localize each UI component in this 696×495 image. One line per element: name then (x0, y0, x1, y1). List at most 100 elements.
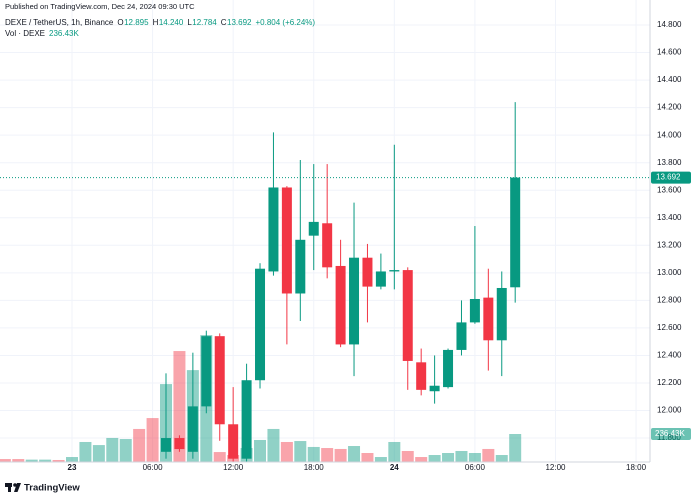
volume-bar (401, 450, 414, 462)
volume-bar (388, 441, 401, 462)
y-tick-label: 14.000 (657, 130, 682, 139)
candle-body (456, 322, 467, 350)
x-tick-label: 12:00 (545, 463, 566, 472)
x-tick-label: 23 (68, 463, 77, 472)
candle-body (429, 385, 440, 392)
candle-body (322, 223, 333, 268)
grid (0, 0, 650, 462)
x-tick-label: 18:00 (626, 463, 647, 472)
volume-tag (651, 428, 691, 441)
x-tick-label: 06:00 (465, 463, 486, 472)
header-high: 14.240 (159, 18, 184, 27)
volume-bar (415, 457, 428, 462)
x-tick-label: 06:00 (143, 463, 164, 472)
x-tick-label: 12:00 (223, 463, 244, 472)
candle-body (201, 336, 212, 407)
volume-bar (442, 453, 455, 462)
volume-bar (92, 445, 105, 462)
volume-bar (0, 459, 11, 462)
candle-body (281, 187, 292, 294)
candle-body (241, 380, 252, 459)
y-tick-label: 14.600 (657, 48, 682, 57)
y-tick-label: 13.600 (657, 185, 682, 194)
volume-bar (348, 446, 361, 462)
y-tick-label: 12.400 (657, 351, 682, 360)
candle-body (362, 257, 373, 287)
volume-bar (133, 428, 146, 462)
volume-bar (79, 441, 92, 462)
candle-body (308, 221, 319, 236)
x-tick-label: 18:00 (304, 463, 325, 472)
volume-bar (428, 455, 441, 462)
candle-layer (0, 102, 650, 462)
x-tick-label: 24 (390, 463, 399, 472)
volume-bar (66, 457, 78, 462)
header-open: 12.895 (124, 18, 149, 27)
volume-bar (468, 453, 481, 462)
volume-legend-name: Vol · DEXE (5, 29, 45, 38)
y-tick-label: 14.800 (657, 20, 682, 29)
published-note: Published on TradingView.com, Dec 24, 20… (5, 2, 195, 11)
volume-bar (52, 459, 65, 462)
y-tick-label: 13.400 (657, 213, 682, 222)
volume-legend-value: 236.43K (49, 29, 79, 38)
header-low: 12.784 (192, 18, 217, 27)
y-tick-label: 12.000 (657, 406, 682, 415)
volume-bar (254, 439, 267, 462)
y-tick-label: 14.200 (657, 103, 682, 112)
candle-body (161, 438, 172, 452)
volume-bar (321, 448, 334, 462)
y-tick-label: 14.400 (657, 75, 682, 84)
candle-body (469, 298, 480, 323)
volume-bar (509, 434, 522, 462)
candle-body (375, 271, 386, 287)
candle-body (228, 424, 239, 459)
y-tick-label: 13.800 (657, 158, 682, 167)
candle-body (255, 268, 266, 381)
volume-bar (374, 457, 387, 462)
axes: 11.80012.00012.20012.40012.60012.80013.0… (68, 20, 691, 472)
volume-bar (39, 459, 52, 462)
volume-bar (106, 437, 119, 462)
volume-bar (482, 448, 495, 462)
candle-body (389, 270, 400, 272)
volume-bar (267, 428, 280, 462)
price-tag (651, 171, 691, 184)
volume-bar (361, 453, 374, 462)
candle-body (349, 257, 360, 345)
volume-bar (280, 441, 293, 462)
y-tick-label: 13.200 (657, 240, 682, 249)
y-tick-label: 13.000 (657, 268, 682, 277)
header-change: +0.804 (+6.24%) (255, 18, 315, 27)
y-tick-label: 12.800 (657, 295, 682, 304)
candle-body (496, 287, 507, 341)
candle-body (335, 265, 346, 345)
brand: TradingView (24, 483, 80, 494)
candle-body (295, 239, 306, 294)
candle-body (416, 362, 427, 390)
volume-bar (119, 439, 132, 462)
candle-body (483, 297, 494, 341)
header-close: 13.692 (227, 18, 252, 27)
header-h-label: H (153, 18, 159, 27)
header-c-label: C (221, 18, 227, 27)
y-tick-label: 12.200 (657, 378, 682, 387)
volume-bar (455, 450, 468, 462)
volume-bar (12, 459, 25, 462)
y-tick-label: 12.600 (657, 323, 682, 332)
price-tag-label: 13.692 (656, 173, 681, 182)
volume-bar (294, 441, 307, 462)
volume-bar (307, 446, 320, 462)
candle-body (187, 406, 198, 452)
volume-tag-label: 236.43K (655, 429, 685, 438)
header: DEXE / TetherUS, 1h, Binance O 12.895 H 14.2… (5, 18, 315, 38)
candle-body (268, 187, 279, 272)
candle-body (214, 336, 225, 425)
volume-bar (495, 455, 508, 462)
header-l-label: L (187, 18, 192, 27)
candle-body (174, 438, 185, 450)
candle-body (402, 270, 413, 361)
candle-body (443, 349, 454, 388)
